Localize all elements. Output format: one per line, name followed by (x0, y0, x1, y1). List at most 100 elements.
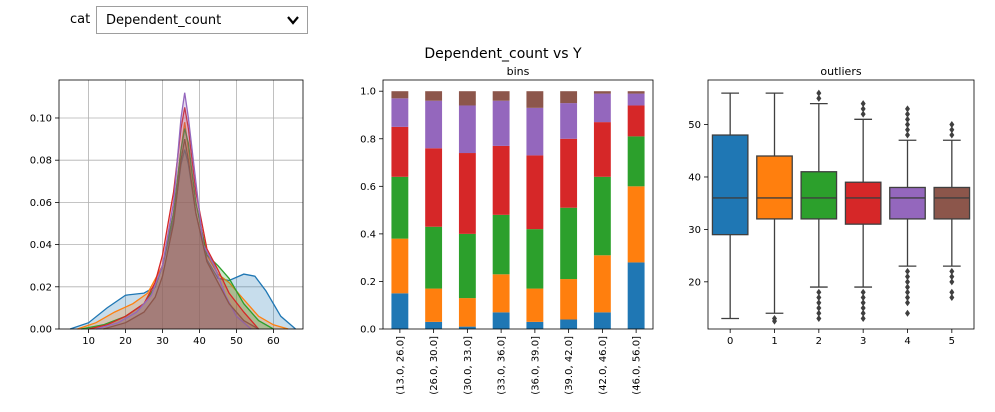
bar-segment (627, 136, 645, 187)
outlier-point (905, 299, 910, 307)
bar-segment (458, 153, 476, 234)
outlier-point (949, 288, 955, 296)
bar-segment (526, 321, 544, 329)
outlier-point (949, 294, 955, 302)
outlier-point (905, 294, 910, 302)
outlier-point (949, 278, 955, 286)
outlier-point (860, 110, 866, 118)
x-tick-label: (30.0, 33.0] (463, 336, 474, 395)
outlier-point (816, 309, 822, 317)
bar-segment (492, 312, 510, 329)
bar-segment (492, 214, 510, 275)
x-tick-label: (13.0, 26.0] (395, 336, 406, 395)
bar-segment (425, 321, 443, 329)
outlier-point (860, 304, 866, 312)
outlier-point (816, 89, 822, 97)
bar-segment (593, 122, 611, 177)
x-tick-label: 3 (860, 336, 866, 347)
x-tick-label: (39.0, 42.0] (564, 336, 575, 395)
bar-segment (526, 229, 544, 289)
outlier-point (905, 283, 910, 291)
bar-segment (492, 91, 510, 101)
y-tick-label: 0.04 (30, 240, 52, 251)
bar-segment (425, 288, 443, 322)
bar-segment (425, 226, 443, 289)
kde-line-3 (88, 107, 260, 330)
bar-segment (391, 126, 409, 177)
bar-segment (593, 93, 611, 123)
kde-area-4 (95, 92, 252, 329)
bar-segment (391, 98, 409, 127)
bar-segment (560, 319, 578, 329)
bar-segment (627, 262, 645, 329)
bar-segment (425, 91, 443, 101)
bar-segment (560, 103, 578, 139)
y-tick-label: 20 (688, 277, 701, 288)
bar-segment (526, 155, 544, 230)
outlier-point (949, 121, 955, 129)
x-tick-label: 50 (230, 336, 243, 347)
outlier-point (905, 267, 910, 275)
bar-segment (560, 91, 578, 104)
y-tick-label: 0.02 (30, 282, 52, 293)
outlier-point (860, 288, 866, 296)
bar-segment (627, 91, 645, 94)
x-tick-label: (42.0, 46.0] (598, 336, 609, 395)
x-tick-label: 1 (771, 336, 777, 347)
box (889, 186, 926, 220)
bar-segment (391, 238, 409, 294)
widget-row: cat Dependent_count (0, 0, 995, 44)
y-tick-label: 0.00 (30, 325, 52, 336)
bar-segment (458, 298, 476, 327)
outlier-point (860, 294, 866, 302)
kde-plot: 10 20 30 40 50 60 0.00 0.02 0.04 0.06 0.08 0.10 (30, 79, 304, 347)
outlier-point (905, 121, 910, 129)
bar-segment (391, 293, 409, 329)
outlier-point (816, 94, 822, 102)
y-tick-label: 1.0 (360, 87, 376, 98)
bar-segment (627, 105, 645, 137)
y-tick-label: 0.4 (360, 229, 376, 240)
kde-line-4 (95, 92, 252, 330)
kde-area-5 (103, 139, 259, 329)
outlier-point (905, 115, 910, 123)
kde-area-1 (77, 122, 289, 329)
bar-segment (560, 279, 578, 320)
outlier-point (949, 126, 955, 134)
bar-segment (492, 100, 510, 146)
box (756, 155, 793, 220)
outlier-point (860, 309, 866, 317)
bar-segment (458, 91, 476, 106)
outlier-point (816, 299, 822, 307)
box (711, 134, 749, 236)
outlier-point (816, 315, 822, 323)
bar-segment (593, 312, 611, 329)
bar-segment (492, 145, 510, 215)
outlier-point (949, 131, 955, 139)
box (844, 181, 882, 225)
axes-frame (707, 79, 975, 330)
bar-segment (560, 138, 578, 208)
bar-segment (492, 274, 510, 313)
outlier-point (905, 278, 910, 286)
outlier-point (905, 273, 910, 281)
bar-segment (593, 91, 611, 94)
box-plot: outliers 20 30 40 50 0 1 2 3 4 5 (688, 65, 975, 347)
outlier-point (949, 273, 955, 281)
y-tick-label: 0.10 (30, 113, 52, 124)
y-tick-label: 30 (688, 225, 701, 236)
x-tick-label: (33.0, 36.0] (497, 336, 508, 395)
y-tick-label: 0.8 (360, 134, 376, 145)
y-tick-label: 0.08 (30, 156, 52, 167)
x-tick-label: 10 (82, 336, 95, 347)
outlier-point (949, 267, 955, 275)
outlier-point (860, 299, 866, 307)
y-tick-label: 40 (688, 172, 701, 183)
outlier-point (905, 105, 910, 113)
bar-segment (458, 105, 476, 154)
outlier-point (816, 294, 822, 302)
category-dropdown[interactable]: Dependent_count (96, 6, 308, 34)
outlier-point (816, 304, 822, 312)
bar-segment (526, 288, 544, 322)
x-tick-label: 4 (904, 336, 910, 347)
